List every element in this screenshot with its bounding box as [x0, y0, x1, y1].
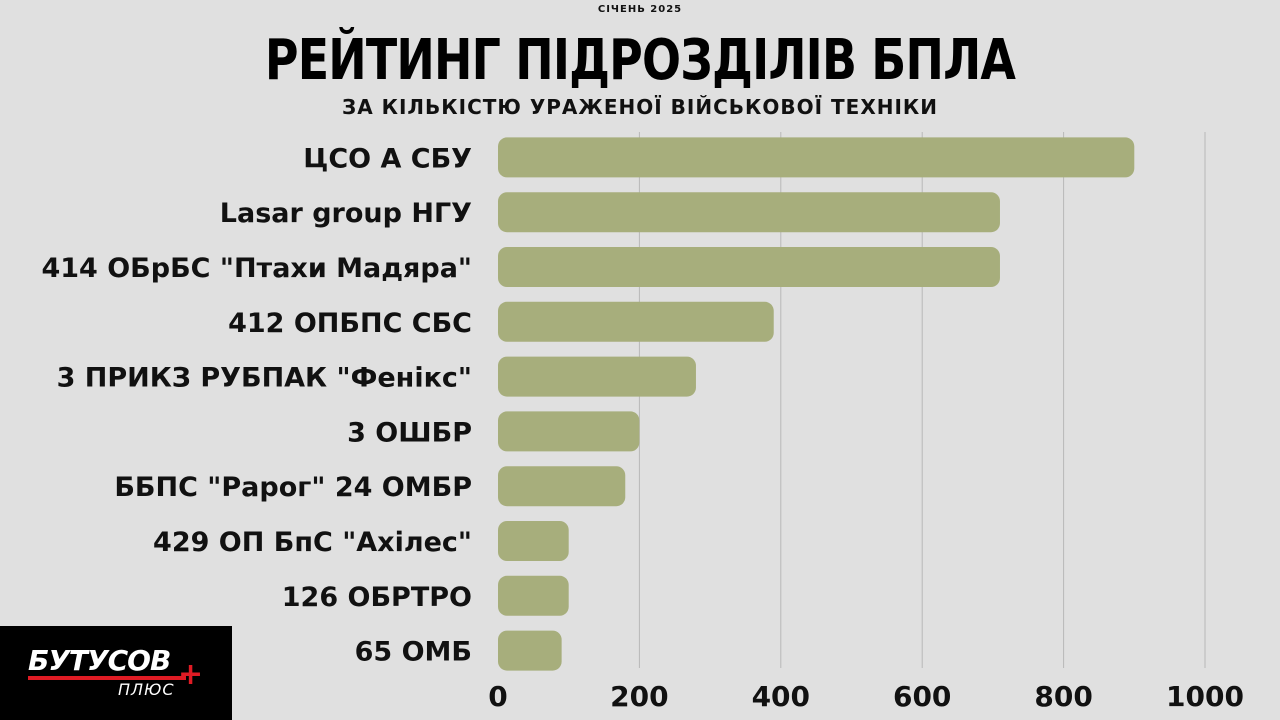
category-label: 414 ОБрБС "Птахи Мадяра"	[41, 253, 472, 284]
logo-main-text: БУТУСОВ	[28, 644, 171, 677]
logo-plus-icon: +	[178, 657, 204, 692]
category-label: 429 ОП БпС "Ахілес"	[153, 527, 472, 558]
logo-sub-text: ПЛЮС	[118, 680, 175, 699]
category-label: 3 ПРИКЗ РУБПАК "Фенікс"	[57, 363, 472, 394]
chart-title: РЕЙТИНГ ПІДРОЗДІЛІВ БПЛА	[264, 28, 1016, 93]
x-tick-label: 1000	[1166, 680, 1244, 713]
bar	[498, 137, 1135, 178]
bar	[498, 192, 1000, 233]
category-labels: ЦСО А СБУ Lasar group НГУ 414 ОБрБС "Птахи…	[41, 143, 472, 667]
x-tick-label: 0	[488, 680, 507, 713]
x-axis-ticks: 0 200 400 600 800 1000	[488, 680, 1244, 713]
chart-date: СІЧЕНЬ 2025	[597, 4, 683, 15]
bar	[498, 411, 640, 452]
category-label: 126 ОБРТРО	[282, 582, 472, 613]
x-tick-label: 400	[752, 680, 810, 713]
bar	[498, 301, 774, 342]
x-tick-label: 800	[1034, 680, 1092, 713]
bar	[498, 247, 1000, 287]
bars	[498, 137, 1135, 671]
bar	[498, 356, 696, 397]
bar	[498, 575, 569, 616]
bar	[498, 521, 569, 561]
category-label: ББПС "Рарог" 24 ОМБР	[114, 472, 472, 503]
x-tick-label: 600	[893, 680, 951, 713]
bar	[498, 466, 626, 507]
category-label: 3 ОШБР	[347, 417, 472, 448]
logo: БУТУСОВ + ПЛЮС	[0, 626, 232, 720]
category-label: Lasar group НГУ	[220, 198, 472, 229]
category-label: 65 ОМБ	[355, 637, 472, 668]
bar	[498, 630, 562, 671]
category-label: ЦСО А СБУ	[303, 143, 472, 174]
logo-underline	[28, 676, 186, 680]
category-label: 412 ОПБПС СБС	[228, 308, 472, 339]
chart-subtitle: ЗА КІЛЬКІСТЮ УРАЖЕНОЇ ВІЙСЬКОВОЇ ТЕХНІКИ	[341, 95, 939, 119]
x-tick-label: 200	[610, 680, 668, 713]
